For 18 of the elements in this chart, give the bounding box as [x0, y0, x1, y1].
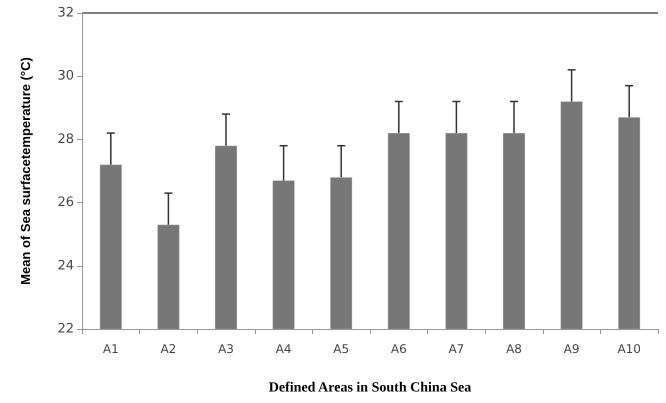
x-tick-label: A9 — [564, 342, 580, 356]
y-tick-label: 26 — [57, 195, 74, 210]
y-tick-label: 32 — [57, 6, 74, 20]
x-tick-label: A1 — [102, 342, 119, 356]
y-tick-label: 28 — [57, 132, 74, 147]
y-tick-label: 30 — [57, 68, 74, 84]
y-axis-title: Mean of Sea surfacetemperature (°C) — [18, 57, 33, 285]
x-tick-label: A6 — [390, 342, 407, 356]
x-tick-label: A7 — [448, 342, 464, 356]
x-axis-title: Defined Areas in South China Sea — [268, 380, 472, 396]
x-tick-label: A4 — [276, 342, 292, 356]
x-tick-label: A10 — [617, 342, 641, 356]
y-tick-label: 24 — [57, 258, 74, 274]
x-tick-label: A5 — [333, 342, 350, 356]
x-tick-label: A2 — [160, 342, 176, 356]
x-tick-label: A3 — [218, 342, 234, 356]
y-tick-label: 22 — [57, 322, 74, 336]
x-tick-label: A8 — [506, 342, 522, 356]
